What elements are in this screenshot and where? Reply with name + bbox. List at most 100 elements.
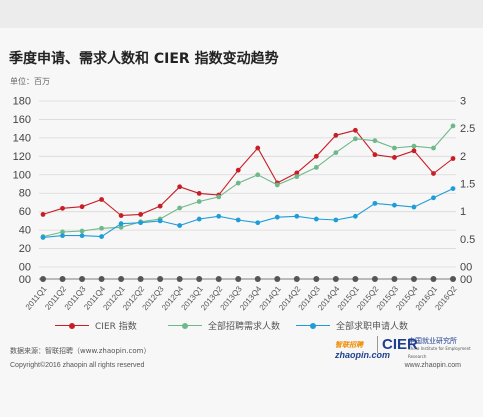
- baseline-right-label: 00: [460, 274, 472, 286]
- baseline-dot: [137, 276, 144, 282]
- series-line-1: [42, 125, 454, 238]
- baseline-left-label: 00: [19, 274, 31, 286]
- baseline-dot: [118, 276, 125, 282]
- baseline-dot: [430, 276, 437, 282]
- series-point-1: [118, 224, 124, 230]
- chart-title: 季度申请、需求人数和 CIER 指数变动趋势: [9, 51, 279, 67]
- series-point-1: [79, 228, 85, 234]
- series-point-0: [118, 213, 124, 218]
- series-point-2: [216, 213, 222, 219]
- data-source: 数据来源：智联招聘（www.zhaopin.com）: [10, 347, 151, 355]
- series-point-0: [40, 212, 46, 217]
- series-point-2: [118, 221, 124, 227]
- baseline-dot: [98, 276, 105, 282]
- cier-logo: CIER: [377, 336, 418, 353]
- series-point-2: [431, 195, 436, 201]
- baseline-dot: [332, 276, 339, 282]
- baseline-dot: [79, 276, 86, 282]
- baseline-dot: [410, 276, 417, 282]
- series-point-0: [79, 204, 85, 210]
- y2-tick-label: 2: [460, 151, 466, 163]
- series-point-0: [138, 212, 144, 217]
- y-tick-label: 100: [13, 169, 31, 181]
- series-point-1: [60, 229, 65, 235]
- series-point-0: [99, 197, 104, 202]
- y2-tick-label: 3: [460, 96, 466, 108]
- y2-tick-label: 1: [460, 206, 466, 218]
- series-point-2: [40, 235, 46, 240]
- cier-logo-en: China Institute for Employment Research: [408, 346, 471, 359]
- series-point-0: [235, 167, 241, 173]
- legend-label-cier: CIER 指数: [95, 322, 137, 332]
- baseline-dot: [215, 276, 222, 282]
- baseline-dot: [254, 276, 261, 282]
- series-point-1: [99, 225, 104, 231]
- baseline-dot: [352, 276, 359, 282]
- series-point-2: [157, 218, 163, 224]
- series-point-1: [411, 143, 417, 149]
- series-point-0: [157, 203, 163, 209]
- y-tick-label: 00: [19, 262, 31, 274]
- series-point-2: [450, 186, 456, 192]
- baseline-dot: [59, 276, 66, 282]
- series-point-1: [177, 205, 183, 211]
- series-point-2: [411, 204, 417, 210]
- series-point-2: [79, 233, 85, 239]
- cier-logo-subtitle: 中国就业研究所 China Institute for Employment R…: [408, 337, 478, 361]
- series-point-0: [294, 170, 300, 176]
- cier-logo-cn: 中国就业研究所: [408, 337, 457, 345]
- y-tick-label: 80: [19, 188, 31, 200]
- y-tick-label: 60: [19, 206, 31, 218]
- baseline-dot: [313, 276, 320, 282]
- baseline-dot: [176, 276, 183, 282]
- legend-label-demand: 全部招聘需求人数: [208, 322, 281, 332]
- baseline-dot: [450, 276, 456, 282]
- series-point-2: [196, 216, 202, 222]
- y2-tick-label: 1.5: [460, 179, 475, 191]
- series-point-0: [255, 145, 261, 151]
- series-point-2: [235, 217, 241, 223]
- series-point-2: [99, 234, 104, 239]
- series-point-1: [392, 145, 397, 151]
- series-point-2: [138, 220, 144, 226]
- series-line-0: [42, 129, 454, 217]
- series-point-2: [274, 214, 280, 220]
- y2-tick-label: 2.5: [460, 123, 475, 135]
- series-point-2: [372, 200, 378, 206]
- series-point-0: [333, 132, 339, 138]
- legend-item-cier: CIER 指数: [55, 319, 137, 332]
- unit-label: 单位：百万: [10, 77, 50, 86]
- series-point-1: [255, 172, 261, 178]
- baseline-dot: [274, 276, 281, 282]
- series-point-1: [274, 182, 280, 188]
- series-point-1: [294, 174, 300, 180]
- series-point-0: [431, 171, 436, 176]
- legend-item-apply: 全部求职申请人数: [296, 319, 408, 332]
- y-tick-label: 40: [19, 225, 31, 237]
- series-point-2: [392, 202, 397, 208]
- zhaopin-logo: 智联招聘 zhaopin.com: [335, 340, 390, 360]
- y-tick-label: 20: [19, 243, 31, 255]
- series-point-0: [372, 152, 378, 158]
- series-point-1: [313, 165, 319, 170]
- legend-swatch-demand: [168, 321, 202, 331]
- series-point-0: [177, 184, 183, 190]
- y2-tick-label: 0.5: [460, 234, 475, 246]
- legend-label-apply: 全部求职申请人数: [336, 322, 409, 332]
- series-point-1: [352, 136, 358, 142]
- series-point-0: [411, 148, 417, 154]
- series-point-0: [60, 205, 65, 211]
- zhaopin-logo-cn: 智联招聘: [335, 342, 363, 349]
- series-point-0: [450, 156, 456, 161]
- chart-legend: CIER 指数 全部招聘需求人数 全部求职申请人数: [0, 319, 483, 333]
- zhaopin-logo-brand: zhaopin.com: [335, 350, 391, 360]
- baseline-dot: [293, 276, 300, 282]
- legend-swatch-cier: [55, 321, 89, 331]
- series-point-2: [255, 220, 261, 226]
- series-point-1: [216, 194, 222, 200]
- baseline-dot: [235, 276, 242, 282]
- y-tick-label: 180: [13, 96, 31, 108]
- y2-tick-label: 00: [460, 262, 472, 274]
- series-point-2: [313, 216, 319, 222]
